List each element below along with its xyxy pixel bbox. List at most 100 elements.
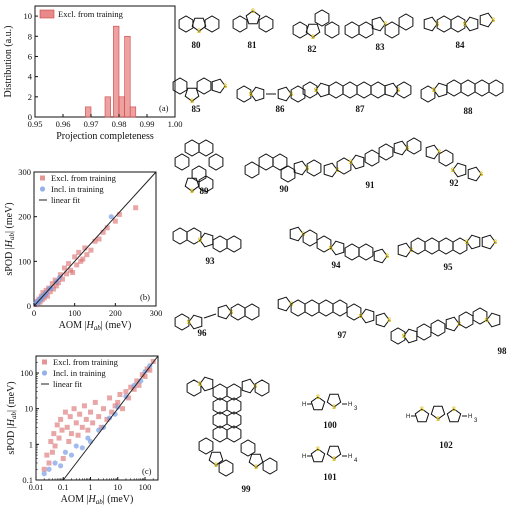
y-tick-label: 0 [27, 301, 31, 311]
data-point-excluded [96, 236, 102, 242]
thiophene-ring [330, 240, 345, 256]
molecule-number: 92 [450, 178, 460, 188]
molecule-82: S 82 [292, 9, 340, 54]
repeat-count: 3 [474, 418, 478, 424]
data-point-excluded [68, 431, 74, 437]
benzene-ring [474, 79, 490, 97]
benzene-ring [226, 235, 242, 253]
molecule-number: 88 [464, 106, 474, 116]
y-axis-label: Distribution (a.u.) [3, 26, 14, 98]
data-point-excluded [59, 427, 65, 433]
benzene-ring [384, 21, 400, 39]
thiophene-ring [277, 86, 292, 102]
molecule-number: 91 [366, 180, 376, 190]
sulfur-atom: S [311, 35, 315, 41]
sulfur-atom: S [190, 189, 194, 195]
thiophene-ring [310, 448, 326, 463]
thiophene-ring [326, 445, 342, 460]
histogram-bar [104, 96, 111, 118]
data-point-excluded [60, 456, 66, 462]
data-point-excluded [90, 420, 96, 426]
data-point-excluded [104, 416, 110, 422]
molecule-number: 84 [456, 40, 466, 50]
data-point-excluded [82, 245, 88, 251]
benzene-ring [358, 21, 374, 39]
molecule-number: 94 [332, 260, 342, 270]
x-tick-label: 1.00 [168, 119, 183, 129]
panel-label: (a) [159, 103, 169, 113]
legend-marker-included [41, 370, 48, 376]
thiophene-ring [464, 16, 479, 32]
data-point-excluded [70, 270, 76, 275]
benzene-ring [316, 235, 332, 253]
thiophene-ring [479, 12, 494, 28]
molecule-number: 82 [308, 44, 318, 54]
data-point-excluded [112, 218, 118, 224]
sulfur-atom: S [359, 314, 363, 320]
data-point-included [131, 382, 137, 388]
benzene-ring [226, 411, 242, 429]
data-point-excluded [92, 238, 98, 244]
thiophene-ring [248, 453, 264, 468]
linear-fit-line [33, 171, 157, 307]
sulfur-atom: S [432, 88, 436, 94]
y-tick-label: 4 [28, 72, 33, 82]
sulfur-atom: S [451, 168, 455, 174]
benzene-ring [172, 227, 188, 245]
data-point-included [52, 460, 58, 466]
thiophene-ring [425, 144, 440, 160]
thiophene-ring [199, 376, 214, 392]
y-tick-label: 0 [28, 112, 32, 122]
molecule-93: S 93 [172, 227, 242, 266]
molecule-number: 100 [323, 420, 337, 430]
data-point-excluded [88, 247, 94, 253]
data-point-excluded [142, 373, 148, 379]
benzene-ring [370, 81, 386, 99]
data-point-excluded [116, 211, 122, 217]
thiophene-ring [323, 162, 338, 178]
x-tick-label: 0.99 [140, 119, 155, 129]
benzene-ring [356, 81, 372, 99]
legend-label: Incl. in training [53, 368, 106, 378]
x-tick-label: 0 [32, 308, 36, 318]
y-tick-label: 8 [28, 31, 32, 41]
legend-label: Excl. from training [51, 173, 117, 183]
linear-fit-line [62, 355, 159, 481]
benzene-ring [240, 439, 256, 457]
sulfur-atom: S [457, 322, 461, 328]
hydrogen-atom: H [302, 402, 306, 408]
data-point-excluded [109, 409, 115, 415]
histogram-bar [113, 25, 120, 118]
sulfur-atom: S [420, 407, 424, 413]
data-point-excluded [56, 435, 62, 441]
data-point-excluded [115, 399, 121, 405]
data-point-excluded [85, 427, 91, 433]
sulfur-atom: S [491, 18, 495, 24]
data-point-excluded [100, 229, 106, 235]
data-point-excluded [52, 443, 58, 449]
y-tick-label: 10 [25, 404, 34, 414]
benzene-ring [302, 229, 318, 247]
data-point-excluded [71, 406, 77, 412]
sulfur-atom: S [383, 22, 387, 28]
sulfur-atom: S [223, 84, 227, 90]
benzene-ring [226, 383, 242, 401]
thiophene-ring [289, 226, 304, 242]
data-point-excluded [54, 422, 60, 428]
legend-label: Incl. in training [51, 184, 104, 194]
thiophene-ring [486, 312, 501, 328]
molecule-number: 98 [498, 346, 508, 356]
data-point-included [73, 443, 79, 449]
molecule-number: 97 [338, 330, 348, 340]
benzene-ring [244, 161, 260, 179]
sulfur-atom: S [332, 457, 336, 463]
benzene-ring [236, 85, 252, 103]
sulfur-atom: S [409, 248, 413, 254]
histogram-bar [129, 106, 137, 118]
benzene-ring [218, 459, 234, 477]
data-point-excluded [59, 276, 65, 282]
